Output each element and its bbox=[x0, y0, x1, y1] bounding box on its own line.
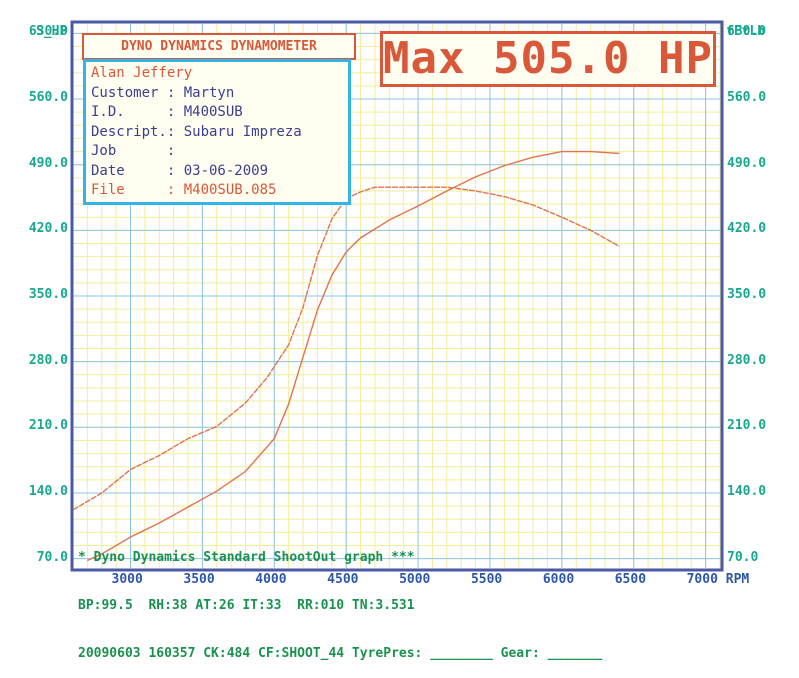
max-hp-box: Max 505.0 HP bbox=[380, 31, 716, 87]
x-tick-label: 3000 bbox=[111, 572, 143, 587]
x-tick-label: 5000 bbox=[399, 572, 431, 587]
series-line-1 bbox=[87, 150, 620, 562]
y-tick-label-left: 350.0 bbox=[28, 287, 68, 302]
x-tick-label: 5500 bbox=[470, 572, 503, 587]
info-row-customer: Customer : Martyn bbox=[91, 84, 235, 101]
y-tick-label-left: 630.0 bbox=[28, 24, 68, 40]
x-tick-label: 6500 bbox=[614, 572, 647, 587]
y-tick-label-right: 630.0 bbox=[727, 24, 767, 40]
y-tick-label-right: 70.0 bbox=[727, 549, 759, 565]
info-row-description: Descript.: Subaru Impreza bbox=[91, 123, 302, 140]
right-axis-title: fFtLb bbox=[726, 24, 766, 39]
y-tick-label-right: 280.0 bbox=[727, 352, 767, 368]
chart-series-layer bbox=[72, 150, 620, 562]
info-row-job: Job : bbox=[91, 143, 176, 159]
left-axis-title: S_HP bbox=[36, 24, 68, 39]
vehicle-info-box: Alan Jeffery Customer : Martyn I.D. : M4… bbox=[83, 59, 351, 205]
y-tick-label-right: 210.0 bbox=[727, 418, 767, 434]
footer-text: * Dyno Dynamics Standard ShootOut graph … bbox=[78, 518, 602, 678]
info-row-date: Date : 03-06-2009 bbox=[91, 162, 269, 179]
y-tick-label-left: 420.0 bbox=[28, 221, 68, 237]
y-tick-label-right: 560.0 bbox=[727, 90, 767, 106]
x-tick-label: 7000 RPM bbox=[686, 572, 750, 587]
series-line-2 bbox=[72, 186, 620, 511]
y-tick-label-left: 280.0 bbox=[28, 352, 68, 368]
info-row-id: I.D. : M400SUB bbox=[91, 104, 243, 120]
footer-line-2: BP:99.5 RH:38 AT:26 IT:33 RR:010 TN:3.53… bbox=[78, 598, 415, 613]
info-row-file: File : M400SUB.085 bbox=[91, 182, 277, 198]
dyno-title-box: DYNO DYNAMICS DYNAMOMETER bbox=[82, 33, 356, 60]
y-tick-label-right: 490.0 bbox=[727, 155, 767, 171]
y-tick-label-left: 210.0 bbox=[28, 418, 68, 434]
x-tick-label: 3500 bbox=[183, 572, 215, 587]
y-tick-label-left: 490.0 bbox=[28, 155, 68, 171]
chart-frame bbox=[70, 20, 724, 572]
footer-line-3: 20090603 160357 CK:484 CF:SHOOT_44 TyreP… bbox=[78, 646, 603, 661]
y-tick-label-right: 350.0 bbox=[727, 287, 767, 302]
x-tick-label: 4000 bbox=[255, 572, 287, 587]
y-tick-label-left: 70.0 bbox=[36, 549, 68, 565]
y-tick-label-left: 140.0 bbox=[28, 483, 68, 499]
x-tick-label: 4500 bbox=[327, 572, 359, 587]
footer-line-1: * Dyno Dynamics Standard ShootOut graph … bbox=[78, 550, 415, 565]
y-tick-label-right: 420.0 bbox=[727, 221, 767, 237]
y-tick-label-right: 140.0 bbox=[727, 483, 767, 499]
info-row-name: Alan Jeffery bbox=[91, 65, 193, 81]
y-tick-label-left: 560.0 bbox=[28, 90, 68, 106]
x-tick-label: 6000 bbox=[542, 572, 575, 587]
